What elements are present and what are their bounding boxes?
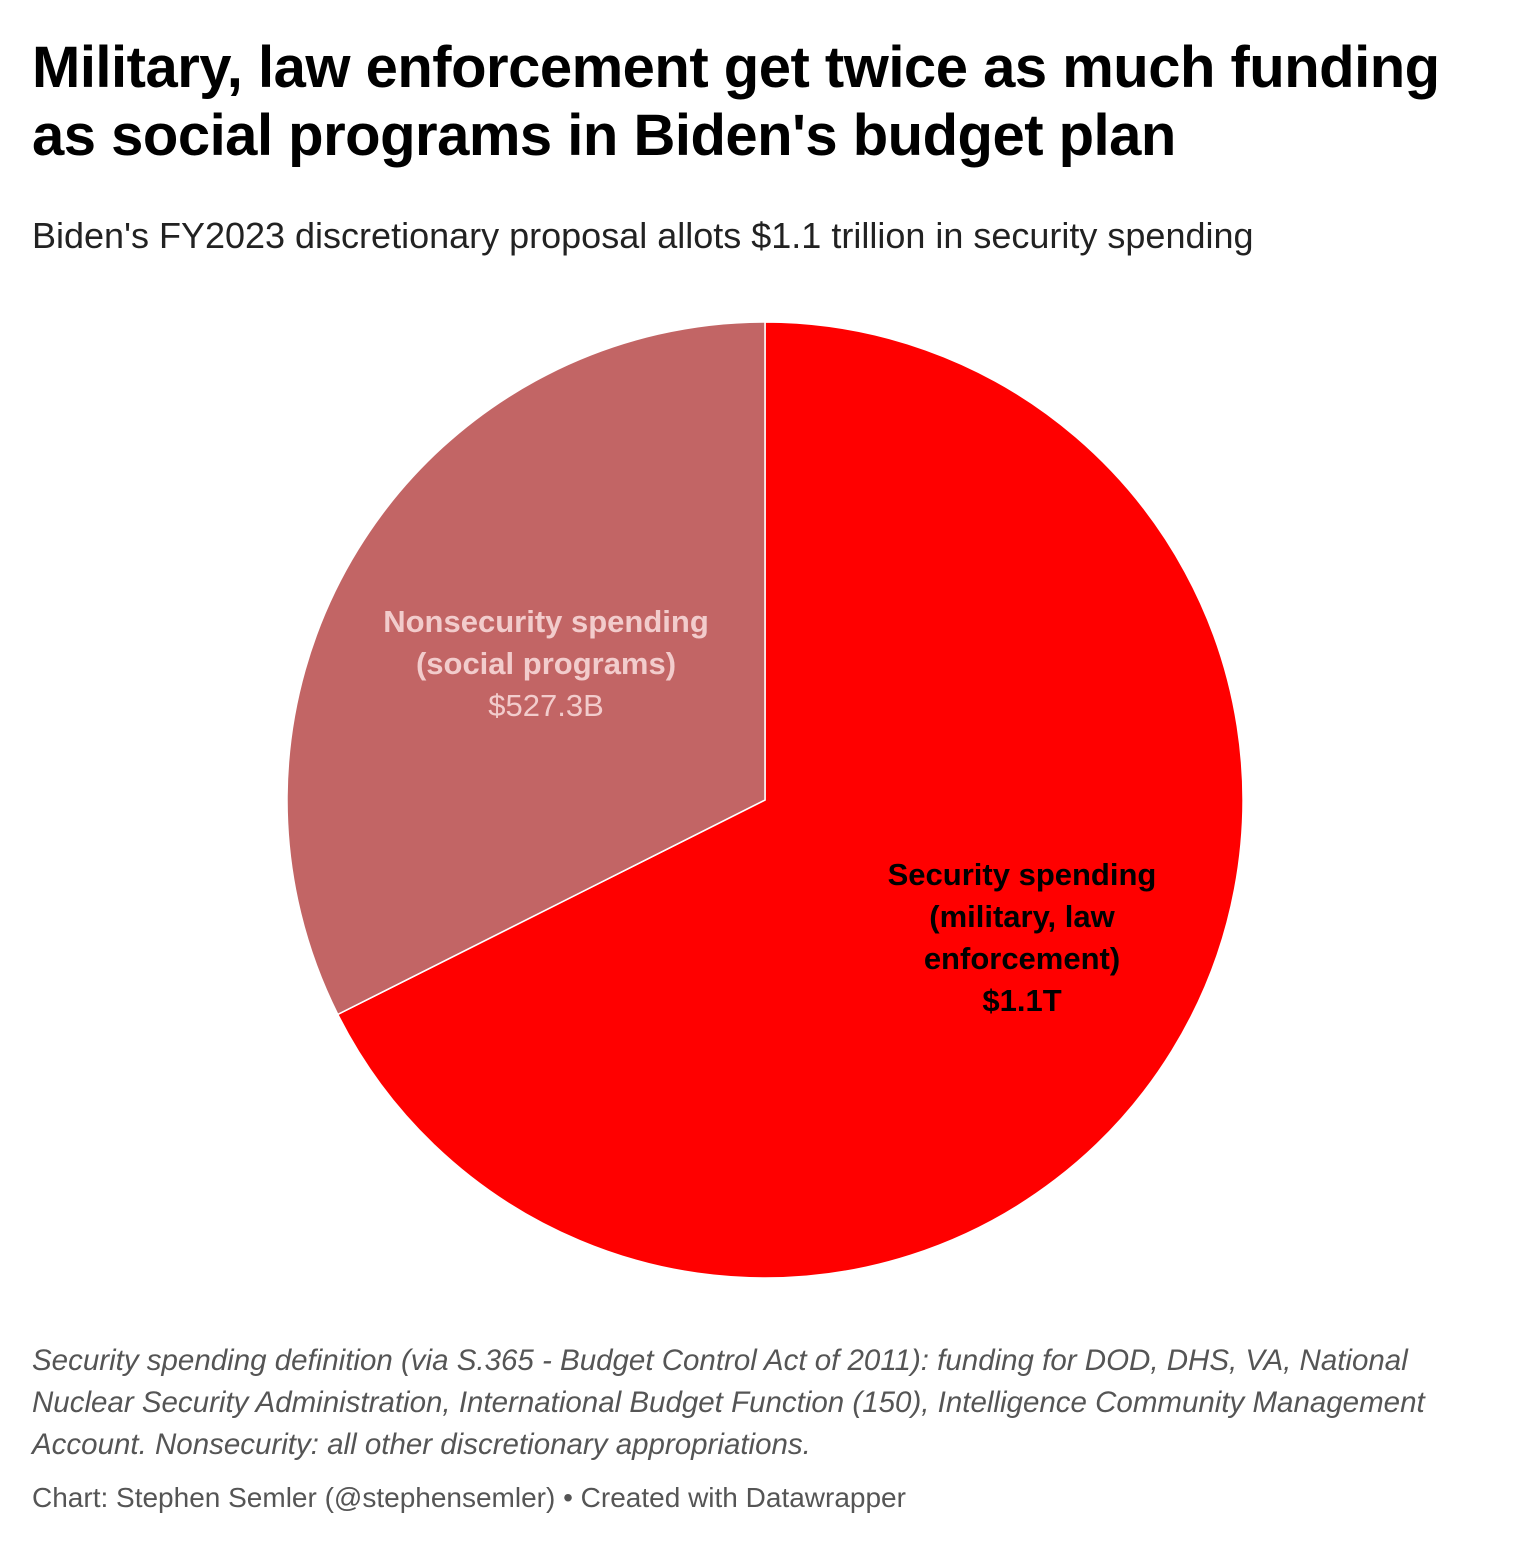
slice-label-0: Security spending (military, law enforceme…: [888, 857, 1157, 1018]
slice-label-line: enforcement): [924, 941, 1120, 976]
pie-chart: Security spending (military, law enforceme…: [286, 321, 1244, 1279]
slice-label-line: Nonsecurity spending: [383, 604, 709, 639]
slice-value-label: $527.3B: [488, 688, 604, 723]
chart-title: Military, law enforcement get twice as m…: [32, 35, 1440, 168]
slice-label-line: (military, law: [929, 899, 1115, 934]
slice-label-1: Nonsecurity spending (social programs) $52…: [383, 604, 709, 723]
pie-slice-0: [336, 321, 1244, 1279]
pie-slice-1: [286, 321, 766, 1016]
chart-subtitle: Biden's FY2023 discretionary proposal al…: [32, 215, 1254, 256]
slice-label-line: Security spending: [888, 857, 1157, 892]
chart-notes: Security spending definition (via S.365 …: [32, 1344, 1425, 1461]
slice-value-label: $1.1T: [982, 983, 1061, 1018]
chart-byline: Chart: Stephen Semler (@stephensemler) •…: [32, 1482, 906, 1513]
slice-label-line: (social programs): [416, 646, 676, 681]
